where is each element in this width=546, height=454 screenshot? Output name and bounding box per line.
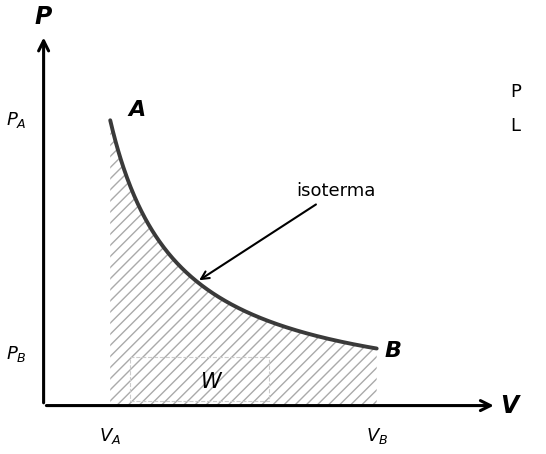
Text: P: P [510,83,521,101]
Text: B: B [385,341,402,361]
Text: W: W [201,372,222,392]
Text: P: P [35,5,52,29]
Text: isoterma: isoterma [201,182,376,279]
Text: L: L [510,117,520,135]
Bar [130,357,269,401]
Text: $\mathbf{\mathit{P_A}}$: $\mathbf{\mathit{P_A}}$ [7,110,27,130]
Text: A: A [129,100,146,120]
Text: $\mathbf{\mathit{V_B}}$: $\mathbf{\mathit{V_B}}$ [366,425,388,445]
Text: V: V [500,394,518,418]
Text: $\mathbf{\mathit{V_A}}$: $\mathbf{\mathit{V_A}}$ [99,425,121,445]
Text: $\mathbf{\mathit{P_B}}$: $\mathbf{\mathit{P_B}}$ [6,344,27,364]
